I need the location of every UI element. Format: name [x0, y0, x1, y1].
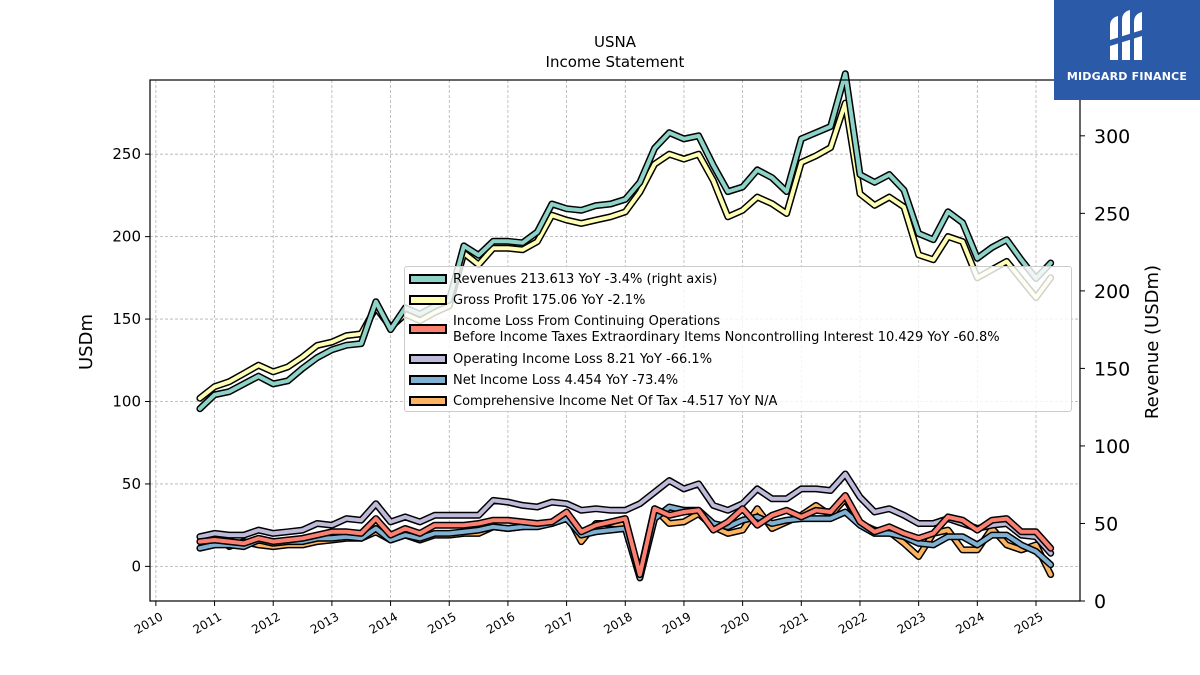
x-tick-label: 2022	[836, 609, 869, 636]
x-tick-label: 2014	[367, 609, 400, 636]
y-tick-label-right: 200	[1094, 281, 1130, 303]
y-tick-label-left: 100	[112, 393, 141, 411]
x-tick-label: 2012	[249, 609, 282, 636]
y-tick-label-left: 200	[112, 228, 141, 246]
x-tick-label: 2011	[191, 609, 224, 636]
x-tick-label: 2017	[543, 609, 576, 636]
x-tick-label: 2025	[1012, 609, 1045, 636]
series-line	[197, 71, 1053, 411]
y-axis-left: 0 50 100 150 200 250	[112, 145, 150, 575]
logo-text: MIDGARD FINANCE	[1066, 70, 1188, 83]
brand-logo: MIDGARD FINANCE	[1054, 0, 1200, 100]
y-tick-label-right: 250	[1094, 203, 1130, 225]
y-tick-label-left: 150	[112, 310, 141, 328]
legend-swatch	[409, 274, 447, 284]
y-tick-label-right: 0	[1094, 591, 1106, 613]
x-tick-label: 2010	[132, 609, 165, 636]
y-tick-label-right: 150	[1094, 358, 1130, 380]
logo-mark-icon	[1110, 10, 1142, 60]
legend-label: Operating Income Loss 8.21 YoY -66.1%	[453, 352, 713, 367]
legend: Revenues 213.613 YoY -3.4% (right axis) …	[404, 266, 1072, 412]
y-tick-label-right: 100	[1094, 436, 1130, 458]
legend-item-pretax-income: Income Loss From Continuing Operations B…	[405, 314, 1071, 346]
chart-title: USNA	[594, 33, 637, 51]
y-tick-label-left: 50	[122, 475, 141, 493]
x-tick-label: 2016	[484, 609, 517, 636]
x-axis: 2010 2011 2012 2013 2014 2015 2016 2017 2018 2019…	[132, 601, 1045, 637]
x-tick-label: 2021	[777, 609, 810, 636]
x-tick-label: 2023	[895, 609, 928, 636]
legend-label: Income Loss From Continuing Operations	[453, 314, 721, 329]
legend-swatch	[409, 375, 447, 385]
legend-swatch	[409, 354, 447, 364]
legend-label: Net Income Loss 4.454 YoY -73.4%	[453, 373, 679, 388]
plot-frame	[149, 79, 1081, 602]
x-tick-label: 2018	[601, 609, 634, 636]
x-tick-label: 2019	[660, 609, 693, 636]
y-axis-right-label: Revenue (USDm)	[1142, 265, 1163, 419]
y-axis-left-label: USDm	[76, 314, 97, 370]
y-axis-right: 0 50 100 150 200 250 300	[1080, 126, 1130, 613]
x-tick-label: 2013	[308, 609, 341, 636]
series-line	[197, 472, 1053, 556]
chart-subtitle: Income Statement	[546, 53, 685, 71]
series-lines	[196, 70, 1055, 582]
legend-label: Gross Profit 175.06 YoY -2.1%	[453, 293, 646, 308]
y-tick-label-right: 50	[1094, 513, 1118, 535]
x-tick-label: 2020	[719, 609, 752, 636]
y-tick-label-left: 250	[112, 145, 141, 163]
legend-swatch	[409, 295, 447, 305]
legend-swatch	[409, 396, 447, 406]
legend-swatch	[409, 324, 447, 334]
x-tick-label: 2024	[953, 609, 986, 636]
legend-label: Revenues 213.613 YoY -3.4% (right axis)	[453, 272, 718, 287]
legend-label: Comprehensive Income Net Of Tax -4.517 Y…	[453, 394, 778, 409]
legend-label: Before Income Taxes Extraordinary Items …	[453, 330, 1000, 345]
x-tick-label: 2015	[425, 609, 458, 636]
series-line	[197, 101, 1053, 401]
y-tick-label-right: 300	[1094, 126, 1130, 148]
y-tick-label-left: 0	[131, 557, 141, 575]
series-line	[197, 493, 1053, 577]
